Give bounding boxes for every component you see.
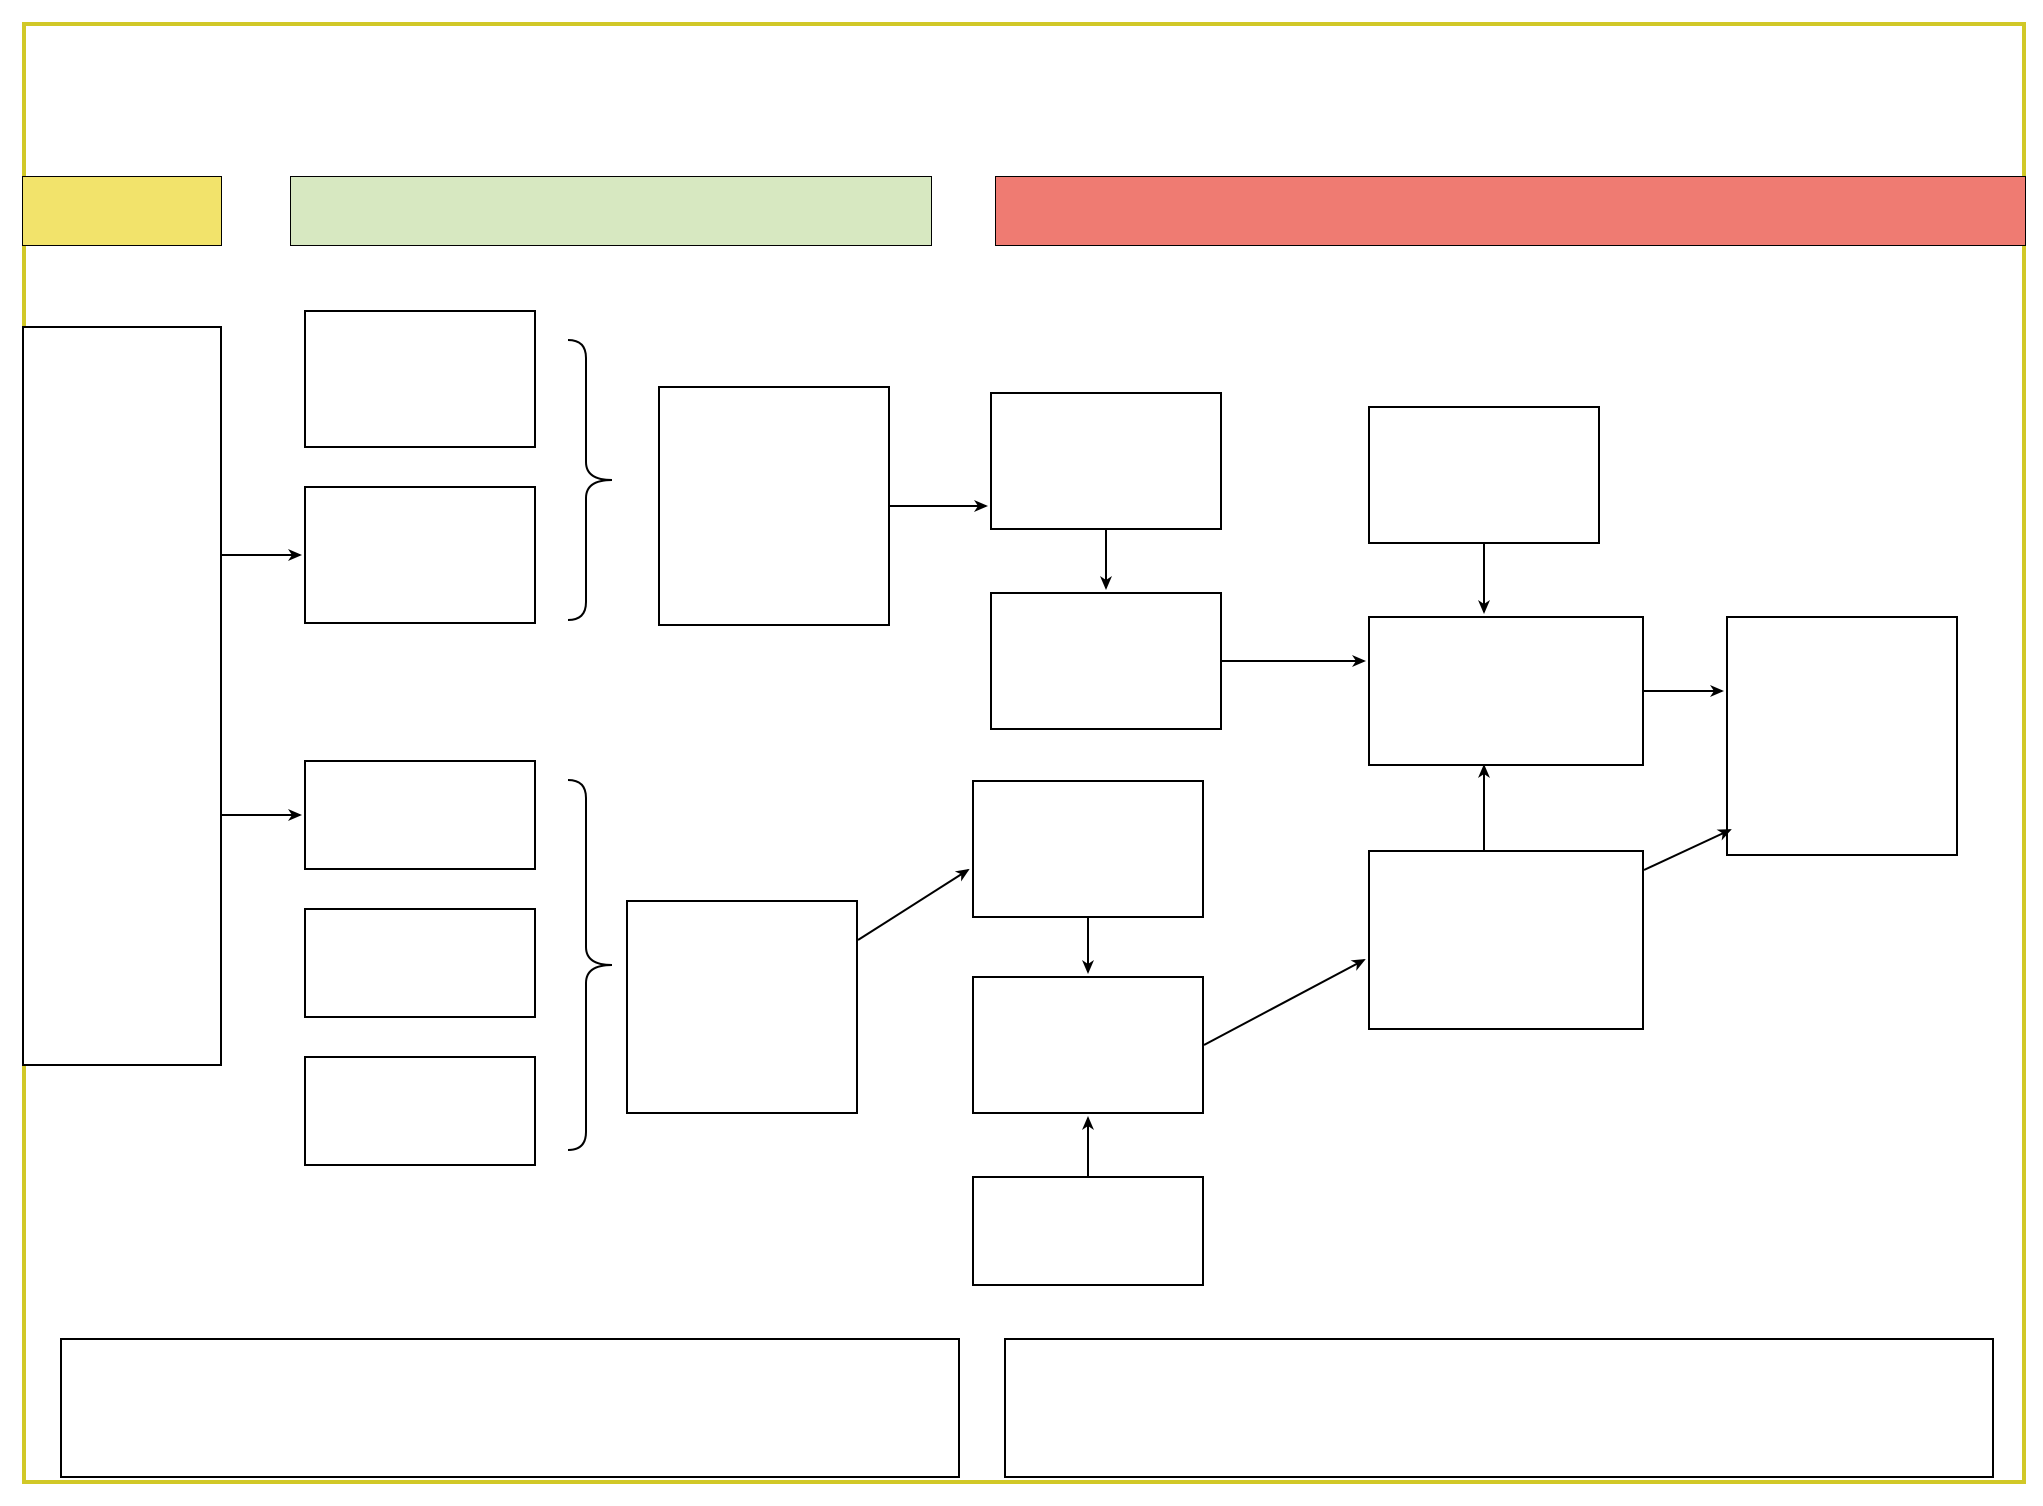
header-bar-hdr-green <box>290 176 932 246</box>
node-B1 <box>304 310 536 448</box>
node-E1 <box>1368 406 1600 544</box>
node-F <box>1726 616 1958 856</box>
node-B2 <box>304 486 536 624</box>
node-FT2 <box>1004 1338 1994 1478</box>
diagram-canvas <box>0 0 2043 1506</box>
node-D1 <box>990 392 1222 530</box>
node-I <box>1368 850 1644 1030</box>
node-FT1 <box>60 1338 960 1478</box>
header-bar-hdr-yellow <box>22 176 222 246</box>
node-B5 <box>304 1056 536 1166</box>
node-D2 <box>990 592 1222 730</box>
node-G <box>626 900 858 1114</box>
node-B4 <box>304 908 536 1018</box>
node-C <box>658 386 890 626</box>
node-B3 <box>304 760 536 870</box>
node-E2 <box>1368 616 1644 766</box>
node-H2 <box>972 976 1204 1114</box>
node-H1 <box>972 780 1204 918</box>
node-A <box>22 326 222 1066</box>
node-H3 <box>972 1176 1204 1286</box>
header-bar-hdr-red <box>995 176 2026 246</box>
